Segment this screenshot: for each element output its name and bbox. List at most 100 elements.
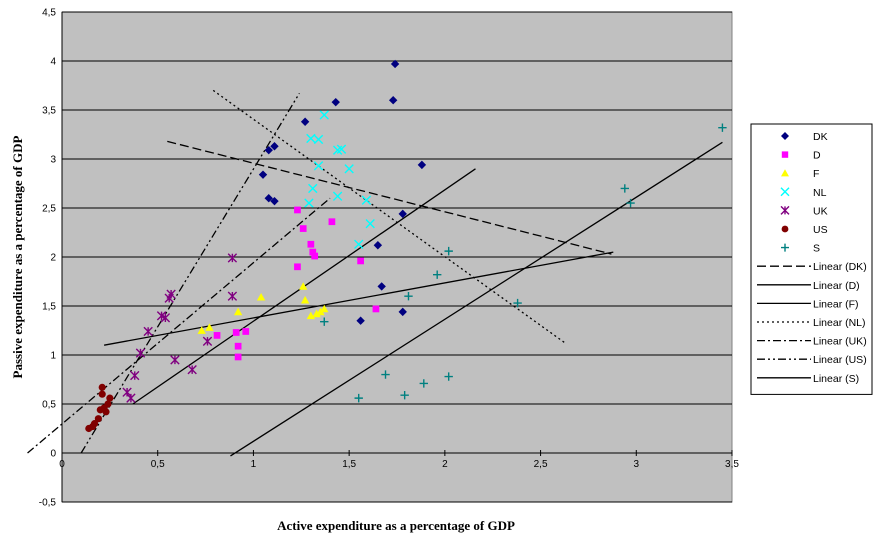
point-uk [130, 370, 140, 381]
point-s [419, 379, 428, 388]
point-uk [143, 326, 153, 337]
point-d [372, 305, 380, 313]
point-us [96, 406, 104, 414]
point-dk [377, 282, 386, 291]
point-dk [264, 145, 273, 155]
trendline-linear-s [230, 141, 723, 457]
point-d [294, 206, 301, 214]
legend-marker-dk [781, 132, 789, 140]
point-uk [164, 293, 174, 303]
point-d [328, 218, 336, 226]
point-s [404, 292, 413, 301]
series-uk [122, 253, 238, 403]
legend-label-linear-nl: Linear (NL) [813, 317, 866, 329]
y-tick-label: 0,5 [42, 400, 56, 411]
point-s [513, 298, 522, 308]
series-s [320, 123, 727, 403]
legend-label-linear-uk: Linear (UK) [813, 336, 867, 348]
point-us [106, 394, 114, 402]
legend-label-linear-f: Linear (F) [813, 298, 859, 310]
y-tick-label: 3,5 [42, 106, 56, 117]
point-d [307, 240, 315, 248]
plot-area: -0,500,511,522,533,544,500,511,522,533,5 [27, 8, 739, 509]
point-us [94, 415, 102, 423]
legend-label-linear-s: Linear (S) [813, 373, 859, 385]
point-us [98, 383, 106, 391]
y-tick-label: 4,5 [42, 8, 56, 19]
point-d [357, 257, 364, 265]
y-tick-label: 2 [50, 253, 56, 264]
x-tick-label: 3 [634, 459, 640, 470]
series-f [197, 282, 329, 334]
series-d [213, 206, 380, 361]
point-s [320, 317, 329, 326]
point-s [381, 370, 390, 379]
point-nl [313, 161, 324, 171]
point-dk [270, 196, 279, 206]
y-tick-label: 1,5 [42, 302, 56, 313]
point-uk [187, 365, 197, 375]
point-dk [398, 307, 407, 317]
point-d [309, 248, 317, 256]
point-nl [313, 134, 324, 145]
y-tick-label: 2,5 [42, 204, 56, 215]
legend-box [750, 123, 873, 395]
point-dk [388, 96, 398, 105]
point-s [626, 198, 635, 208]
point-s [620, 184, 629, 193]
point-dk [270, 142, 279, 151]
point-uk [126, 393, 136, 403]
point-d [234, 342, 242, 350]
legend-label-dk: DK [813, 131, 828, 143]
point-uk [170, 355, 180, 365]
point-dk [398, 209, 407, 219]
point-dk [300, 117, 310, 126]
point-s [354, 393, 363, 403]
trendline-linear-f [103, 251, 614, 346]
x-tick-label: 1 [251, 459, 257, 470]
point-nl [306, 133, 316, 144]
x-tick-label: 0,5 [151, 459, 165, 470]
point-dk [390, 59, 400, 69]
legend: DK DF NL UK US S Linear (DK) Linear (D) Linear (… [750, 123, 873, 395]
point-uk [227, 253, 238, 263]
legend-marker-nl [780, 187, 790, 197]
point-dk [373, 241, 383, 250]
point-dk [417, 160, 427, 170]
legend-marker-us [781, 225, 789, 233]
point-uk [202, 336, 213, 346]
legend-marker-f [781, 169, 789, 177]
point-f [312, 309, 321, 318]
x-tick-label: 2,5 [534, 459, 548, 470]
legend-marker-s [781, 243, 789, 252]
legend-label-f: F [813, 168, 819, 180]
legend-label-linear-us: Linear (US) [813, 354, 867, 366]
point-d [232, 329, 240, 336]
point-nl [365, 218, 375, 229]
legend-marker-uk [780, 205, 790, 215]
legend-label-us: US [813, 224, 828, 236]
point-s [444, 246, 453, 256]
point-uk [135, 348, 146, 358]
point-s [444, 372, 453, 381]
point-nl [332, 145, 343, 155]
point-s [400, 390, 409, 400]
data-points [85, 59, 727, 433]
series-dk [258, 59, 427, 325]
point-nl [319, 110, 329, 120]
point-uk [227, 291, 238, 301]
point-us [85, 424, 93, 433]
legend-label-linear-dk: Linear (DK) [813, 261, 867, 273]
point-nl [354, 239, 364, 249]
point-dk [264, 194, 273, 203]
point-f [306, 311, 316, 320]
point-s [433, 270, 442, 279]
point-dk [356, 316, 365, 325]
y-axis-title: Passive expenditure as a percentage of G… [10, 136, 25, 379]
x-tick-label: 2 [442, 459, 448, 470]
point-d [299, 225, 307, 232]
point-d [213, 332, 221, 339]
point-nl [344, 164, 354, 174]
point-s [718, 123, 727, 132]
